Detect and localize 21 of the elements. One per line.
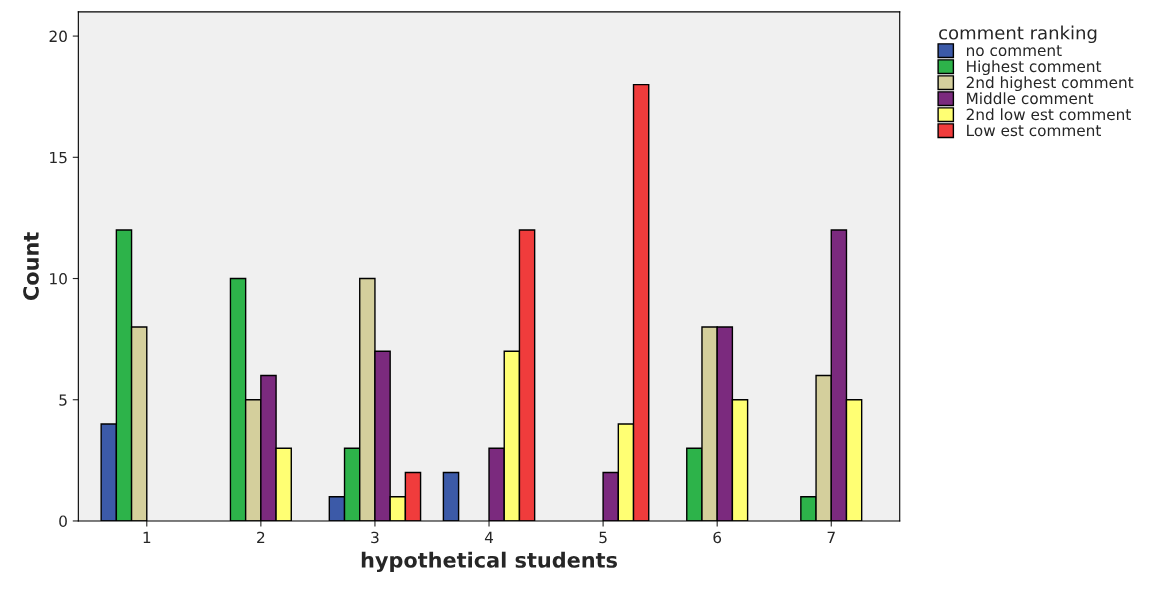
legend-label: 2nd highest comment [966, 76, 1134, 92]
x-tick-label: 6 [713, 531, 722, 544]
x-tick-label: 3 [371, 531, 379, 544]
x-tick-label: 1 [143, 531, 151, 543]
legend-label: Highest comment [967, 60, 1102, 76]
y-axis-title: Count [23, 232, 39, 300]
legend-label: no comment [966, 45, 1062, 57]
x-tick-label: 5 [599, 531, 607, 544]
legend-label: 2nd low est comment [966, 108, 1131, 121]
x-tick-label: 4 [484, 531, 494, 543]
legend-label: Low est comment [967, 124, 1101, 137]
legend-title: comment ranking [939, 25, 1097, 44]
y-tick-label: 20 [49, 30, 67, 43]
y-tick-label: 0 [59, 515, 67, 527]
x-axis-title: hypothetical students [361, 551, 617, 573]
y-tick-label: 5 [59, 394, 67, 406]
x-tick-label: 2 [257, 531, 265, 543]
legend-label: Middle comment [967, 92, 1094, 105]
y-tick-label: 15 [50, 151, 67, 164]
x-tick-label: 7 [827, 531, 835, 543]
y-tick-label: 10 [50, 272, 67, 285]
